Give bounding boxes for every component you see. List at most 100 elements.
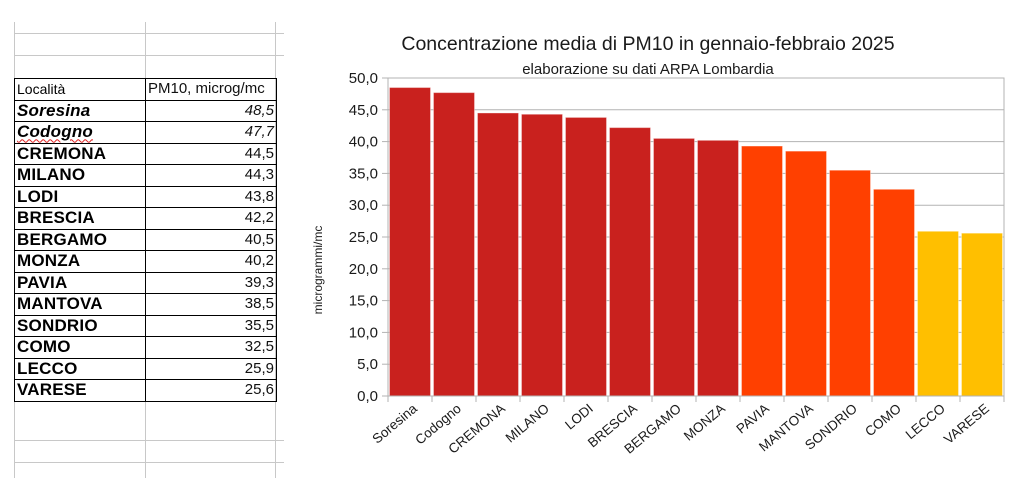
city-cell[interactable]: COMO bbox=[14, 336, 146, 359]
city-cell[interactable]: PAVIA bbox=[14, 271, 146, 294]
city-name: SONDRIO bbox=[17, 315, 98, 335]
value-cell[interactable]: 47,7 bbox=[145, 121, 277, 144]
x-tick-label: COMO bbox=[862, 401, 904, 439]
city-name: MONZA bbox=[17, 251, 81, 271]
bar-bergamo[interactable] bbox=[653, 137, 695, 397]
bar-soresina[interactable] bbox=[389, 87, 431, 397]
bar-como[interactable] bbox=[873, 188, 915, 397]
table-row: Codogno 47,7 bbox=[14, 121, 277, 144]
y-tick-label: 30,0 bbox=[349, 197, 378, 214]
table-row: MONZA 40,2 bbox=[14, 250, 277, 273]
table-row: MANTOVA 38,5 bbox=[14, 293, 277, 316]
city-name: BERGAMO bbox=[17, 229, 108, 249]
bar-sondrio[interactable] bbox=[829, 169, 871, 397]
table-row: BRESCIA 42,2 bbox=[14, 207, 277, 230]
city-cell[interactable]: SONDRIO bbox=[14, 314, 146, 337]
value-cell[interactable]: 40,5 bbox=[145, 228, 277, 251]
table-row: LECCO 25,9 bbox=[14, 357, 277, 380]
bar-monza[interactable] bbox=[697, 139, 739, 397]
table-row: VARESE 25,6 bbox=[14, 379, 277, 402]
bar-brescia[interactable] bbox=[609, 127, 651, 397]
city-name: Codogno bbox=[17, 122, 93, 142]
value-cell[interactable]: 32,5 bbox=[145, 336, 277, 359]
bar-varese[interactable] bbox=[961, 232, 1003, 397]
city-name: LODI bbox=[17, 186, 59, 206]
x-tick-label: MONZA bbox=[681, 401, 728, 444]
value-cell[interactable]: 44,3 bbox=[145, 164, 277, 187]
city-name: Soresina bbox=[17, 100, 91, 120]
header-cell-locality[interactable]: Località bbox=[14, 78, 146, 101]
city-name: VARESE bbox=[17, 380, 87, 400]
table-header-row: Località PM10, microg/mc bbox=[14, 78, 277, 101]
y-tick-label: 50,0 bbox=[349, 70, 378, 87]
value-cell[interactable]: 42,2 bbox=[145, 207, 277, 230]
table-row: PAVIA 39,3 bbox=[14, 271, 277, 294]
value-cell[interactable]: 25,9 bbox=[145, 357, 277, 380]
x-tick-label: PAVIA bbox=[733, 401, 772, 437]
sheet-gridline bbox=[14, 55, 284, 56]
table-row: LODI 43,8 bbox=[14, 185, 277, 208]
table-row: Soresina 48,5 bbox=[14, 99, 277, 122]
chart-svg: Concentrazione media di PM10 in gennaio-… bbox=[311, 33, 1005, 457]
city-cell[interactable]: Codogno bbox=[14, 121, 146, 144]
value-cell[interactable]: 43,8 bbox=[145, 185, 277, 208]
city-cell[interactable]: LODI bbox=[14, 185, 146, 208]
y-tick-label: 5,0 bbox=[357, 356, 378, 373]
sheet-gridline bbox=[14, 462, 284, 463]
city-cell[interactable]: BRESCIA bbox=[14, 207, 146, 230]
city-cell[interactable]: Soresina bbox=[14, 99, 146, 122]
city-name: BRESCIA bbox=[17, 208, 95, 228]
x-tick-label: VARESE bbox=[941, 401, 992, 447]
city-cell[interactable]: LECCO bbox=[14, 357, 146, 380]
x-tick-label: Soresina bbox=[369, 401, 420, 447]
value-cell[interactable]: 44,5 bbox=[145, 142, 277, 165]
table-row: MILANO 44,3 bbox=[14, 164, 277, 187]
city-name: LECCO bbox=[17, 358, 78, 378]
value-cell[interactable]: 39,3 bbox=[145, 271, 277, 294]
city-cell[interactable]: MANTOVA bbox=[14, 293, 146, 316]
bar-pavia[interactable] bbox=[741, 145, 783, 397]
value-cell[interactable]: 25,6 bbox=[145, 379, 277, 402]
bar-chart[interactable]: Concentrazione media di PM10 in gennaio-… bbox=[300, 0, 1030, 478]
value-cell[interactable]: 38,5 bbox=[145, 293, 277, 316]
y-tick-label: 0,0 bbox=[357, 388, 378, 405]
bar-codogno[interactable] bbox=[433, 92, 475, 397]
city-cell[interactable]: MILANO bbox=[14, 164, 146, 187]
bar-lecco[interactable] bbox=[917, 230, 959, 397]
bar-cremona[interactable] bbox=[477, 112, 519, 397]
y-tick-label: 40,0 bbox=[349, 134, 378, 151]
value-cell[interactable]: 40,2 bbox=[145, 250, 277, 273]
city-cell[interactable]: VARESE bbox=[14, 379, 146, 402]
city-name: MANTOVA bbox=[17, 294, 103, 314]
y-tick-label: 10,0 bbox=[349, 324, 378, 341]
city-name: COMO bbox=[17, 337, 71, 357]
y-axis-label: microgrammi/mc bbox=[311, 226, 325, 315]
y-tick-label: 35,0 bbox=[349, 165, 378, 182]
table-row: COMO 32,5 bbox=[14, 336, 277, 359]
y-tick-label: 25,0 bbox=[349, 229, 378, 246]
header-pm10-text: PM10, microg/mc bbox=[148, 80, 265, 98]
data-table: Località PM10, microg/mc Soresina 48,5 Cod… bbox=[14, 78, 277, 402]
sheet-gridline bbox=[14, 440, 284, 441]
bar-milano[interactable] bbox=[521, 113, 563, 397]
value-cell[interactable]: 48,5 bbox=[145, 99, 277, 122]
x-tick-label: MILANO bbox=[503, 401, 552, 446]
value-cell[interactable]: 35,5 bbox=[145, 314, 277, 337]
city-name: MILANO bbox=[17, 165, 86, 185]
y-tick-label: 45,0 bbox=[349, 102, 378, 119]
city-cell[interactable]: MONZA bbox=[14, 250, 146, 273]
city-name: CREMONA bbox=[17, 143, 107, 163]
y-tick-label: 20,0 bbox=[349, 261, 378, 278]
table-row: SONDRIO 35,5 bbox=[14, 314, 277, 337]
city-cell[interactable]: BERGAMO bbox=[14, 228, 146, 251]
table-row: BERGAMO 40,5 bbox=[14, 228, 277, 251]
bars bbox=[389, 87, 1003, 397]
bar-lodi[interactable] bbox=[565, 116, 607, 397]
city-cell[interactable]: CREMONA bbox=[14, 142, 146, 165]
bar-mantova[interactable] bbox=[785, 150, 827, 397]
x-tick-label: LODI bbox=[562, 401, 596, 433]
y-tick-label: 15,0 bbox=[349, 293, 378, 310]
chart-subtitle: elaborazione su dati ARPA Lombardia bbox=[522, 61, 774, 78]
header-cell-pm10[interactable]: PM10, microg/mc bbox=[145, 78, 277, 101]
chart-title: Concentrazione media di PM10 in gennaio-… bbox=[401, 33, 894, 55]
